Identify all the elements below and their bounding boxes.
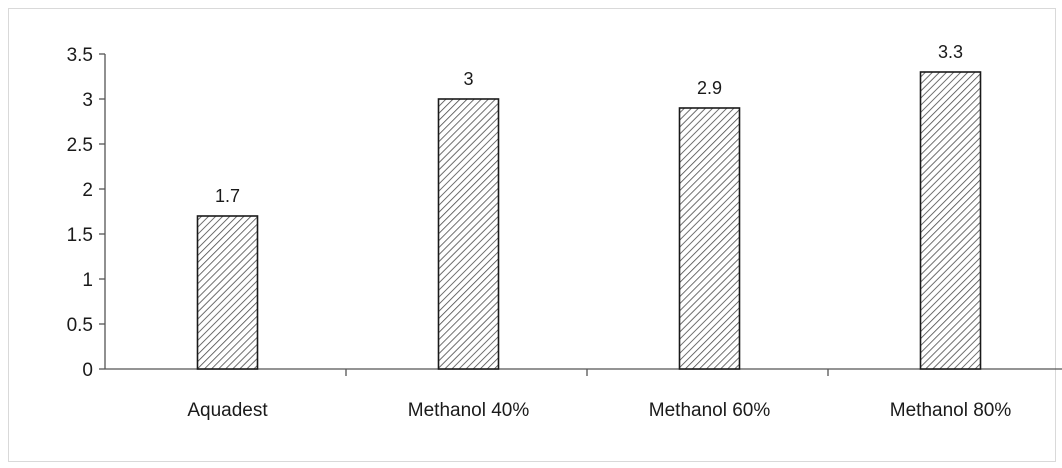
data-label: 3.3 bbox=[938, 42, 963, 62]
axes bbox=[99, 53, 1062, 376]
y-tick-label: 1.5 bbox=[67, 225, 93, 246]
data-label: 1.7 bbox=[215, 186, 240, 206]
y-tick-label: 1 bbox=[82, 270, 93, 291]
bar bbox=[678, 107, 741, 370]
labels: 0 0.5 1 1.5 2 2.5 3 3.5 1.7 Aquadest 3 Methanol 40%… bbox=[67, 42, 1012, 421]
y-tick-label: 0.5 bbox=[67, 315, 93, 336]
bars bbox=[196, 71, 982, 370]
y-tick-label: 2 bbox=[82, 180, 93, 201]
data-label: 3 bbox=[463, 69, 473, 89]
chart-frame bbox=[8, 8, 1056, 462]
y-tick-label: 2.5 bbox=[67, 135, 93, 156]
bar bbox=[919, 71, 982, 370]
category-label: Methanol 40% bbox=[408, 400, 530, 421]
bar bbox=[196, 215, 259, 370]
y-tick-label: 3.5 bbox=[67, 45, 93, 66]
category-label: Aquadest bbox=[187, 400, 268, 421]
bar bbox=[437, 98, 500, 370]
y-tick-label: 3 bbox=[82, 90, 93, 111]
category-label: Methanol 80% bbox=[890, 400, 1012, 421]
data-label: 2.9 bbox=[697, 78, 722, 98]
category-label: Methanol 60% bbox=[649, 400, 771, 421]
y-tick-label: 0 bbox=[82, 360, 93, 381]
